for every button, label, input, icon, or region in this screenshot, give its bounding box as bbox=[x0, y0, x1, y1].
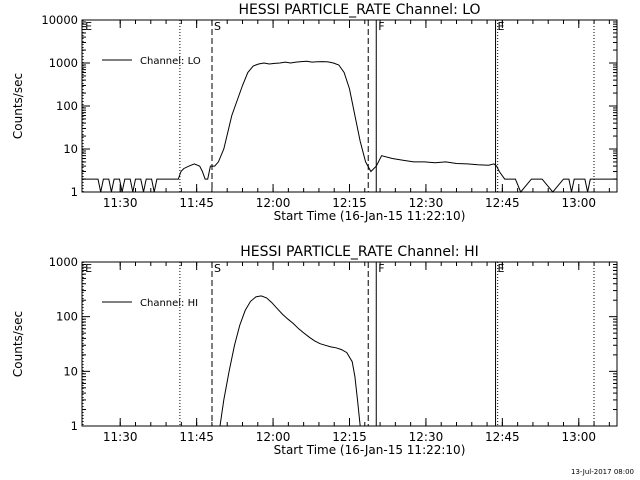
y-tick-label: 1000 bbox=[49, 255, 78, 269]
chart-title: HESSI PARTICLE_RATE Channel: LO bbox=[238, 2, 480, 18]
legend-label: Channel: LO bbox=[140, 56, 201, 67]
footer-date: 13-Jul-2017 08:00 bbox=[570, 468, 634, 476]
event-marker-label: E bbox=[85, 262, 92, 275]
chart-title: HESSI PARTICLE_RATE Channel: HI bbox=[240, 244, 478, 260]
y-tick-label: 1 bbox=[71, 185, 78, 199]
x-axis-label: Start Time (16-Jan-15 11:22:10) bbox=[274, 443, 466, 457]
x-tick-label: 11:30 bbox=[103, 196, 138, 210]
y-axis-label: Counts/sec bbox=[11, 73, 25, 139]
plot-frame bbox=[81, 19, 618, 193]
x-tick-label: 12:00 bbox=[256, 430, 291, 444]
y-tick-label: 10 bbox=[63, 364, 78, 378]
event-marker-label: S bbox=[214, 262, 221, 275]
x-tick-label: 12:45 bbox=[485, 196, 520, 210]
plot-frame bbox=[81, 261, 618, 427]
x-tick-label: 12:15 bbox=[332, 196, 367, 210]
x-tick-label: 12:30 bbox=[409, 196, 444, 210]
y-tick-label: 100 bbox=[56, 310, 78, 324]
event-marker-label: S bbox=[214, 20, 221, 33]
series-line bbox=[82, 60, 617, 193]
event-marker-label: E bbox=[498, 20, 505, 33]
legend-label: Channel: HI bbox=[140, 298, 198, 309]
x-tick-label: 12:15 bbox=[332, 430, 367, 444]
y-tick-label: 10 bbox=[63, 142, 78, 156]
x-tick-label: 12:45 bbox=[485, 430, 520, 444]
event-marker-label: F bbox=[378, 262, 384, 275]
x-tick-label: 12:30 bbox=[409, 430, 444, 444]
x-tick-label: 11:45 bbox=[179, 430, 214, 444]
event-marker-label: E bbox=[498, 262, 505, 275]
x-axis-label: Start Time (16-Jan-15 11:22:10) bbox=[274, 209, 466, 223]
x-tick-label: 13:00 bbox=[561, 430, 596, 444]
y-tick-label: 1 bbox=[71, 419, 78, 433]
event-marker-label: E bbox=[85, 20, 92, 33]
y-tick-label: 10000 bbox=[41, 13, 78, 27]
x-tick-label: 13:00 bbox=[561, 196, 596, 210]
x-tick-label: 11:30 bbox=[103, 430, 138, 444]
event-marker-label: F bbox=[378, 20, 384, 33]
x-tick-label: 11:45 bbox=[179, 196, 214, 210]
x-tick-label: 12:00 bbox=[256, 196, 291, 210]
y-tick-label: 100 bbox=[56, 99, 78, 113]
series-line bbox=[219, 295, 361, 427]
y-axis-label: Counts/sec bbox=[11, 311, 25, 377]
y-tick-label: 1000 bbox=[49, 56, 78, 70]
